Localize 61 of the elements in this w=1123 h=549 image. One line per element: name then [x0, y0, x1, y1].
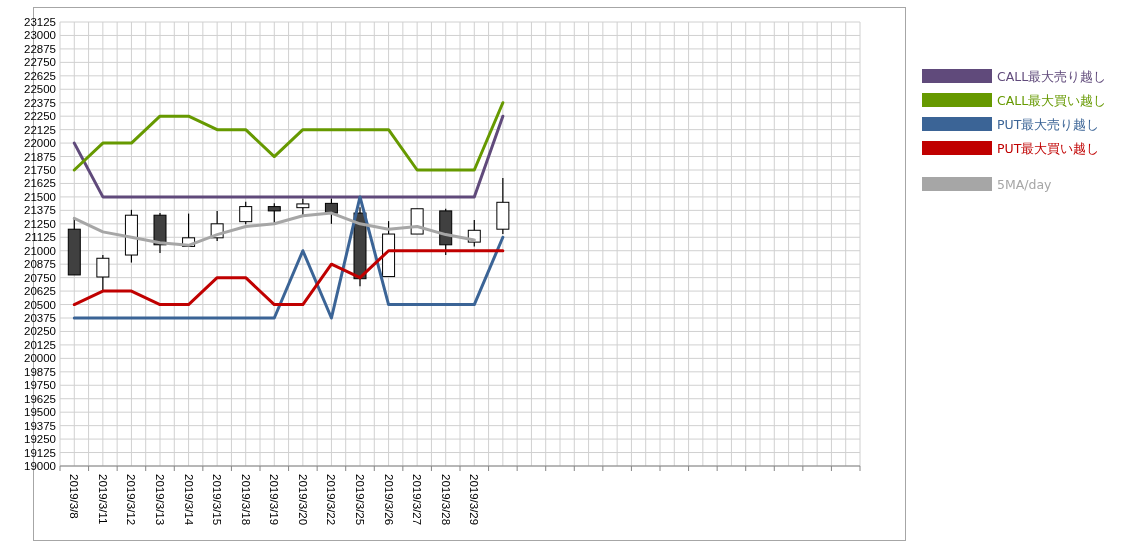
- candlestick: [239, 201, 253, 225]
- y-tick-label: 19750: [24, 379, 56, 392]
- y-tick-label: 21500: [24, 190, 56, 203]
- legend-item: 5MA/day: [922, 176, 1052, 192]
- x-tick-label: 2019/3/27: [411, 474, 424, 526]
- y-tick-label: 21375: [24, 204, 56, 217]
- x-tick-label: 2019/3/19: [268, 474, 281, 526]
- x-tick-label: 2019/3/28: [439, 474, 452, 526]
- x-tick-label: 2019/3/22: [325, 474, 338, 526]
- y-tick-label: 21750: [24, 164, 56, 176]
- y-tick-label: 20750: [24, 271, 56, 284]
- x-tick-label: 2019/3/14: [182, 474, 195, 526]
- x-tick-label: 2019/3/13: [154, 474, 166, 526]
- y-tick-label: 20000: [24, 352, 56, 365]
- y-tick-label: 23125: [24, 16, 56, 28]
- y-tick-label: 22500: [24, 83, 56, 96]
- y-tick-label: 21625: [24, 177, 56, 190]
- x-tick-label: 2019/3/20: [296, 474, 309, 526]
- y-tick-label: 19250: [24, 433, 56, 446]
- y-tick-label: 19625: [24, 392, 56, 405]
- line-series: [72, 249, 505, 307]
- x-tick-label: 2019/3/15: [211, 474, 224, 526]
- candlestick: [296, 197, 310, 217]
- y-tick-label: 22250: [24, 110, 56, 123]
- x-tick-label: 2019/3/29: [468, 474, 481, 526]
- y-tick-label: 20125: [24, 338, 56, 351]
- y-tick-label: 22000: [24, 137, 56, 150]
- y-tick-label: 22875: [24, 42, 56, 55]
- x-tick-label: 2019/3/11: [96, 474, 109, 525]
- y-tick-label: 22625: [24, 69, 56, 82]
- candlestick: [267, 202, 281, 224]
- y-tick-label: 21250: [24, 217, 56, 230]
- y-tick-label: 20625: [24, 285, 56, 298]
- y-tick-label: 20875: [24, 258, 56, 271]
- y-tick-label: 20250: [24, 325, 56, 338]
- legend-item: CALL最大売り越し: [922, 68, 1107, 84]
- y-tick-label: 19375: [24, 419, 56, 432]
- y-tick-label: 20375: [24, 312, 56, 324]
- candlestick: [96, 254, 110, 292]
- y-tick-label: 22375: [24, 96, 56, 109]
- y-tick-label: 21000: [24, 244, 56, 257]
- y-tick-label: 19125: [24, 446, 56, 459]
- y-tick-label: 20500: [24, 298, 56, 311]
- y-tick-label: 21125: [24, 231, 56, 244]
- y-tick-label: 19000: [24, 460, 56, 472]
- legend-item: CALL最大買い越し: [922, 92, 1107, 108]
- x-tick-label: 2019/3/12: [125, 474, 138, 526]
- y-tick-label: 23000: [24, 29, 56, 42]
- x-tick-label: 2019/3/18: [239, 474, 252, 526]
- y-tick-label: 21875: [24, 150, 56, 163]
- x-tick-label: 2019/3/26: [382, 474, 395, 526]
- y-tick-label: 22125: [24, 123, 56, 136]
- y-tick-label: 22750: [24, 56, 56, 69]
- legend-item: PUT最大買い越し: [922, 140, 1100, 156]
- x-tick-label: 2019/3/8: [68, 474, 81, 519]
- line-series: [72, 195, 505, 320]
- y-tick-label: 19500: [24, 406, 56, 419]
- line-series: [72, 101, 505, 172]
- x-tick-label: 2019/3/25: [354, 474, 366, 526]
- y-tick-label: 19875: [24, 365, 56, 378]
- legend-item: PUT最大売り越し: [922, 116, 1100, 132]
